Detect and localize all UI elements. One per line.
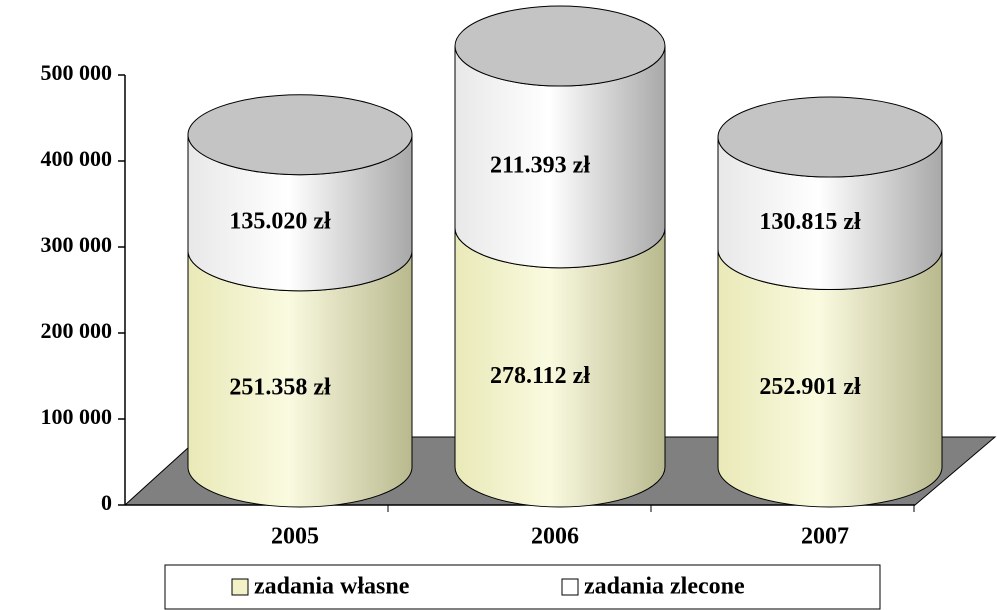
- y-tick-label: 0: [101, 490, 112, 515]
- x-tick-label: 2007: [801, 524, 849, 550]
- value-label: 130.815 zł: [759, 209, 861, 235]
- legend-box: [164, 564, 881, 610]
- value-label: 211.393 zł: [490, 152, 590, 178]
- x-tick-label: 2006: [531, 524, 579, 550]
- y-tick-label: 500 000: [41, 60, 113, 85]
- cylinder-top: [717, 96, 943, 178]
- y-tick-label: 200 000: [41, 318, 113, 343]
- cylinder-top: [187, 94, 413, 176]
- y-tick-label: 100 000: [41, 404, 113, 429]
- cylinder-top: [454, 5, 666, 87]
- value-label: 251.358 zł: [229, 374, 331, 400]
- y-tick-label: 400 000: [41, 146, 113, 171]
- x-tick-label: 2005: [271, 524, 319, 550]
- legend-label: zadania własne: [254, 574, 410, 600]
- y-tick-label: 300 000: [41, 232, 113, 257]
- legend-label: zadania zlecone: [584, 574, 745, 600]
- legend-swatch: [561, 578, 579, 596]
- value-label: 252.901 zł: [759, 374, 861, 400]
- value-label: 135.020 zł: [229, 208, 331, 234]
- legend-swatch: [231, 578, 249, 596]
- value-label: 278.112 zł: [490, 363, 590, 389]
